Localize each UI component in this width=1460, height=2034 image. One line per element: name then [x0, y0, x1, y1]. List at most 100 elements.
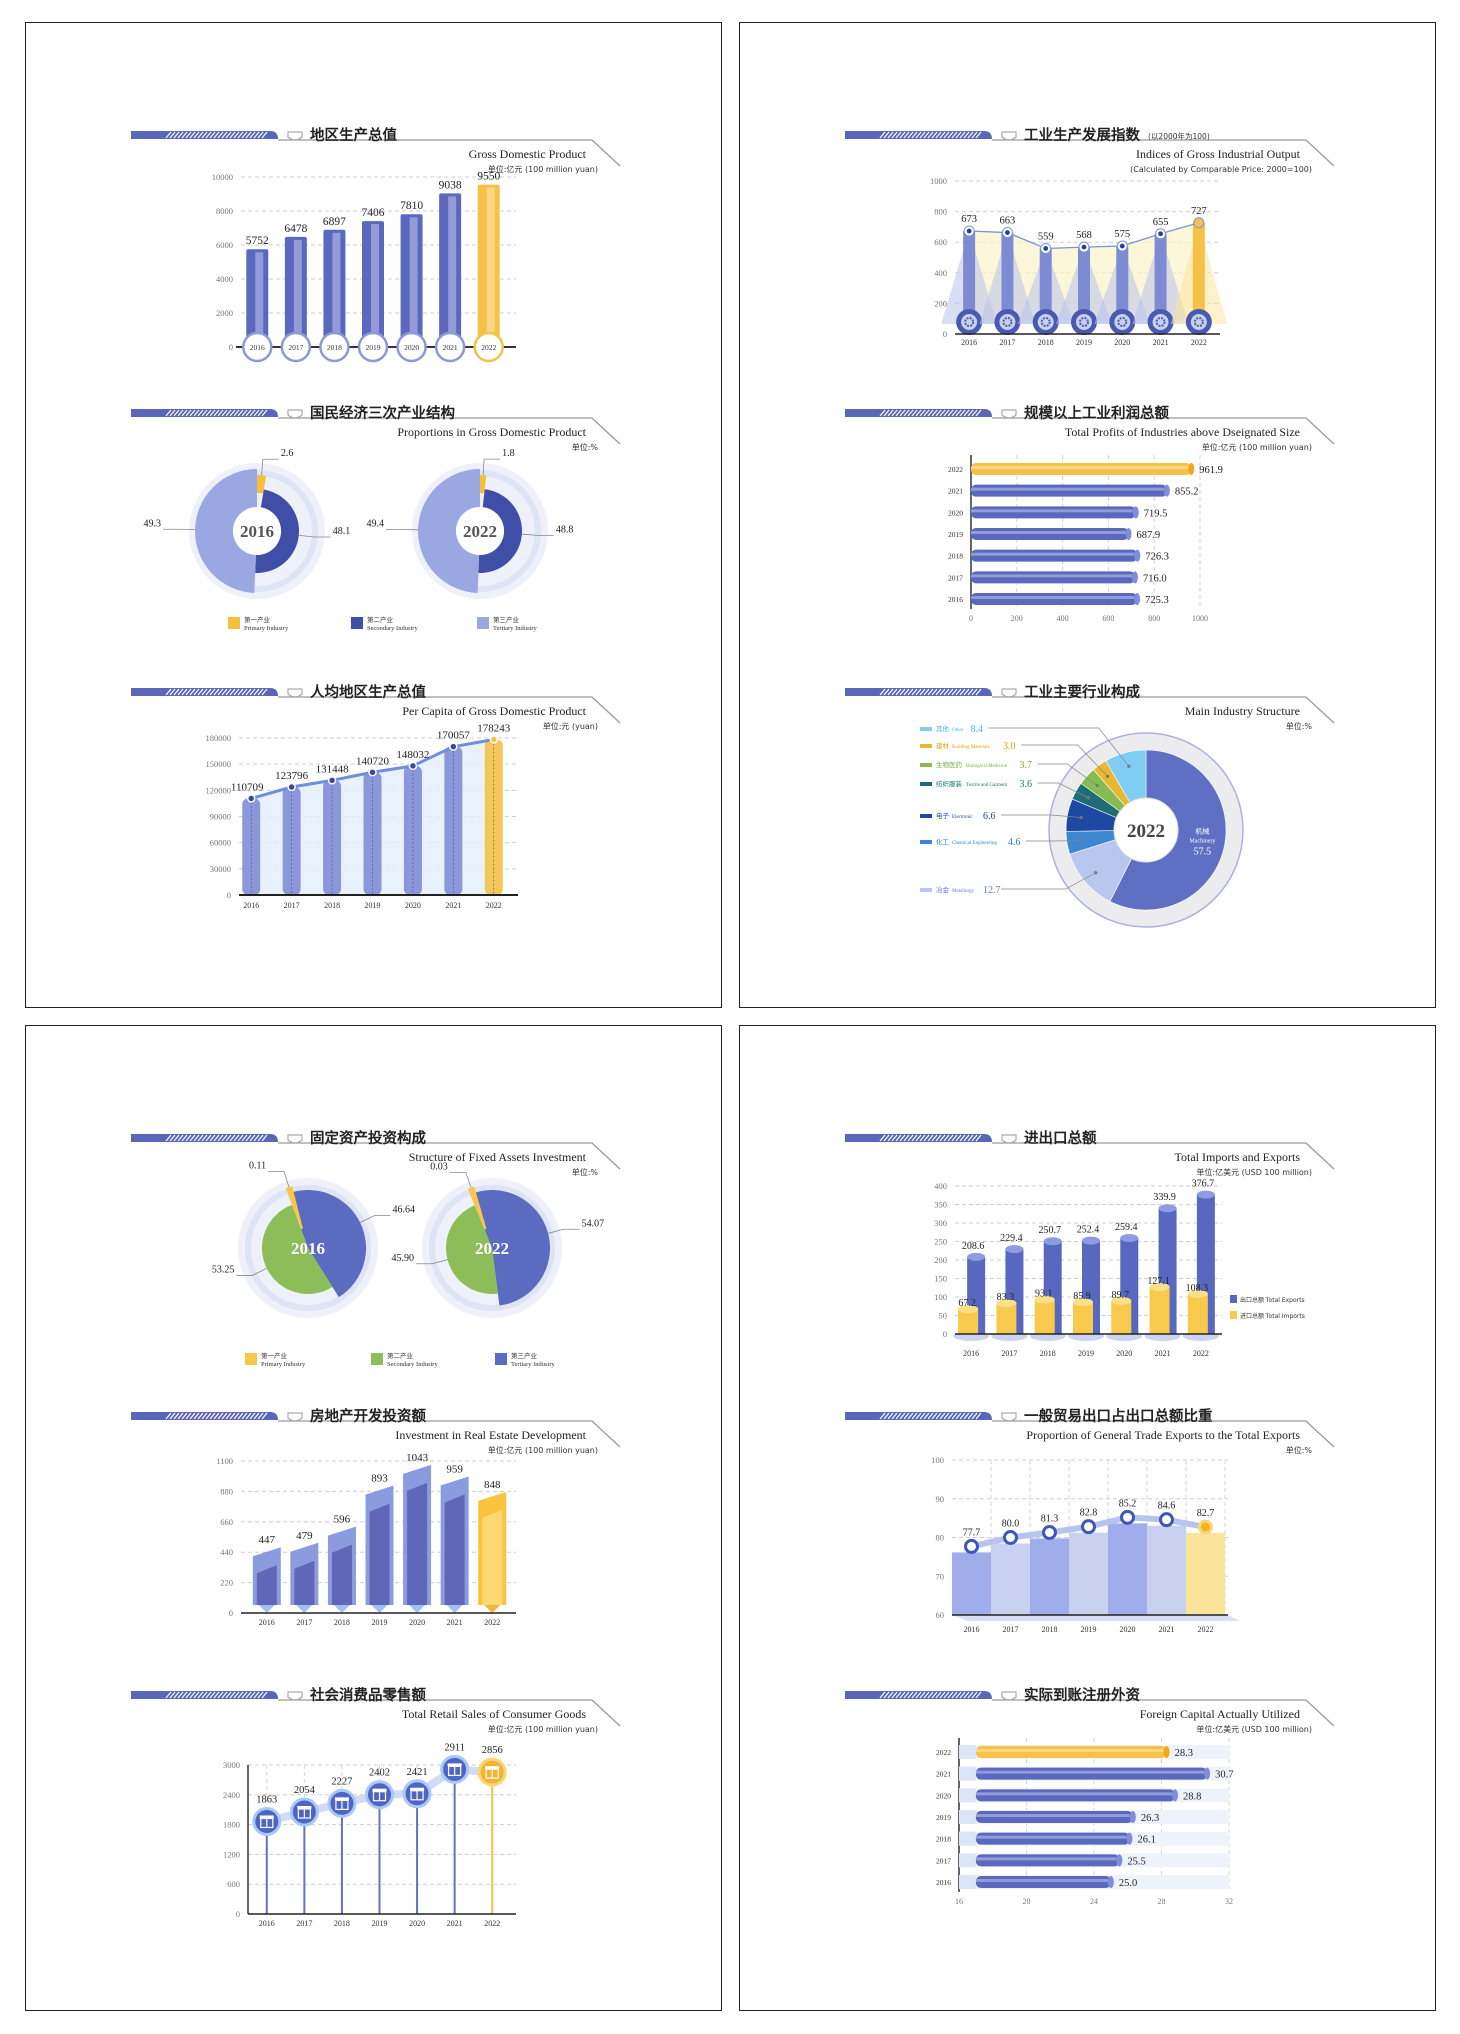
value-label: 559 [1038, 231, 1054, 242]
stripe [975, 688, 982, 696]
stripe [895, 131, 902, 139]
section-header: 一般贸易出口占出口总额比重 Proportion of General Trade… [845, 1407, 1335, 1455]
chart-subtitle: Structure of Fixed Assets Investment [409, 1150, 587, 1164]
gear-icon-teeth [1117, 317, 1128, 327]
bar-face [444, 1494, 465, 1605]
leader-line [261, 458, 279, 476]
stripe [883, 1691, 890, 1699]
stripe [883, 131, 890, 139]
stripe [169, 1691, 176, 1699]
stripe [907, 1691, 914, 1699]
chart-title: 固定资产投资构成 [310, 1129, 426, 1147]
donut-2016: 46.64 53.25 0.11 2016 [212, 1161, 415, 1318]
pie-slice [445, 1205, 498, 1294]
value-label: 28.8 [1183, 1791, 1201, 1802]
y-tick-label: 2018 [948, 552, 963, 561]
bar-highlight [975, 1749, 1164, 1752]
stripe [245, 1134, 252, 1142]
stripe [931, 409, 938, 417]
y-tick-label: 90 [936, 1494, 945, 1504]
stripe [181, 409, 188, 417]
year-badge [473, 331, 504, 363]
stripe [935, 1412, 942, 1420]
x-tick-label: 1000 [1192, 614, 1208, 623]
legend-item: 生物医药 Biological Medicine 3.7 [920, 760, 1099, 788]
bar-highlight [971, 487, 1164, 491]
leader-line [1037, 782, 1089, 799]
stripe [245, 409, 252, 417]
shield-icon [287, 1691, 303, 1701]
stripe [241, 1691, 248, 1699]
stripe [931, 1134, 938, 1142]
header-rule [992, 1699, 1335, 1727]
stripe [185, 1412, 192, 1420]
y-tick-label: 660 [220, 1517, 233, 1527]
legend-label-cn: 第一产业 [244, 615, 271, 624]
pie-slice [288, 1190, 366, 1298]
stripe [261, 1691, 268, 1699]
stripe [899, 1134, 906, 1142]
bar [975, 1811, 1133, 1823]
bar-imports-top [1111, 1296, 1132, 1305]
value-label: 208.6 [962, 1241, 985, 1252]
chart-subtitle: Main Industry Structure [1185, 704, 1300, 718]
x-tick-label: 2021 [447, 1919, 463, 1928]
stripe [201, 1691, 208, 1699]
stripe [951, 409, 958, 417]
leader-dot [1079, 815, 1083, 820]
stripe [177, 1412, 184, 1420]
stripe [253, 688, 260, 696]
stripe [189, 688, 196, 696]
x-tick-label: 2022 [1198, 1625, 1214, 1634]
bar-stub [959, 1788, 976, 1803]
chart-section-industrial-profits: 规模以上工业利润总额 Total Profits of Industries ab… [740, 404, 1437, 679]
stripe [915, 409, 922, 417]
x-tick-label: 2018 [334, 1919, 350, 1928]
stripe [185, 409, 192, 417]
stripe [229, 409, 236, 417]
x-tick-label: 2021 [1155, 1349, 1171, 1358]
bar-stub [959, 1853, 976, 1868]
value-label: 178243 [477, 723, 511, 735]
chart-general-trade: 一般贸易出口占出口总额比重 Proportion of General Trade… [845, 1407, 1335, 1634]
bar [971, 571, 1135, 584]
y-tick-label: 8000 [216, 206, 233, 216]
legend-label-en: Textile and Garment [966, 783, 1008, 788]
y-tick-label: 2022 [948, 465, 963, 474]
section-header: 人均地区生产总值 Per Capita of Gross Domestic Pro… [131, 683, 621, 731]
chart-title: 工业生产发展指数 [1024, 126, 1140, 144]
leader-line [298, 534, 331, 538]
plot-area: 2022 机械 Machinery 57.5 冶金 Metallurgy 12.7 化工 Che… [920, 724, 1244, 928]
x-tick-label: 2022 [1193, 1349, 1209, 1358]
stripe [907, 131, 914, 139]
value-label: 81.3 [1041, 1513, 1059, 1524]
x-tick-label: 20 [1023, 1897, 1031, 1906]
stripe [233, 688, 240, 696]
stripe [169, 1134, 176, 1142]
stripe [205, 1412, 212, 1420]
chart-gdp-proportions: 国民经济三次产业结构 Proportions in Gross Domestic … [131, 404, 621, 632]
stripe [919, 1412, 926, 1420]
stripe [249, 1412, 256, 1420]
legend-swatch [245, 1353, 257, 1365]
stripe [883, 688, 890, 696]
stripe [903, 1134, 910, 1142]
stripe [951, 1691, 958, 1699]
leader-line [236, 1267, 267, 1276]
y-tick-label: 1200 [223, 1849, 240, 1859]
bar-imports [1187, 1293, 1208, 1334]
stripe [165, 131, 172, 139]
stripe [947, 1691, 954, 1699]
chart-per-capita-gdp: 人均地区生产总值 Per Capita of Gross Domestic Pro… [131, 683, 621, 910]
stripe [261, 1134, 268, 1142]
stripe [943, 131, 950, 139]
legend-label-cn: 纺织服装 [936, 779, 963, 788]
y-tick-label: 0 [943, 329, 947, 339]
bar [975, 1746, 1167, 1758]
stripe [241, 688, 248, 696]
stripe [971, 688, 978, 696]
pie-slice [255, 489, 299, 573]
legend-value: 12.7 [983, 885, 1001, 896]
value-label: 84.6 [1158, 1501, 1176, 1512]
stripe [951, 688, 958, 696]
